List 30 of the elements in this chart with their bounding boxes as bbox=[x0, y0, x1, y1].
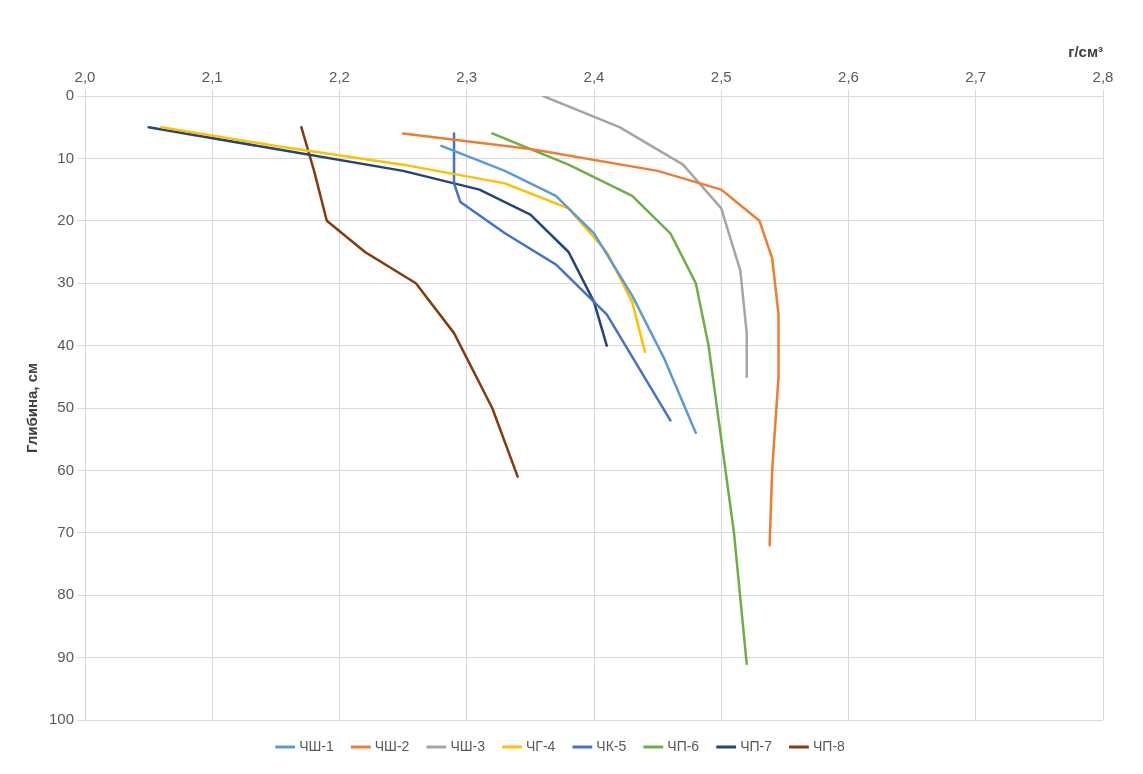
y-tick-label: 40 bbox=[57, 335, 75, 353]
y-tick-label: 70 bbox=[57, 522, 75, 540]
x-tick-label: 2,7 bbox=[965, 68, 987, 86]
y-tick-label: 10 bbox=[57, 148, 75, 166]
x-tick-label: 2,0 bbox=[74, 68, 96, 86]
legend-label: ЧП-6 bbox=[667, 737, 700, 754]
legend-label: ЧП-7 bbox=[740, 737, 773, 754]
legend-label: ЧШ-1 bbox=[299, 737, 334, 754]
x-tick-label: 2,5 bbox=[710, 68, 732, 86]
x-axis-title: г/см³ bbox=[1068, 43, 1103, 61]
y-axis-title: Глибина, см bbox=[23, 362, 41, 454]
y-tick-label: 90 bbox=[57, 647, 75, 665]
y-tick-label: 80 bbox=[57, 585, 75, 603]
x-tick-label: 2,2 bbox=[329, 68, 350, 86]
y-tick-label: 0 bbox=[65, 86, 75, 104]
legend-label: ЧГ-4 bbox=[526, 737, 556, 754]
y-tick-label: 50 bbox=[57, 398, 75, 416]
y-tick-label: 100 bbox=[49, 710, 75, 728]
legend-label: ЧШ-3 bbox=[450, 737, 486, 754]
x-tick-label: 2,6 bbox=[838, 68, 859, 86]
legend-label: ЧШ-2 bbox=[374, 737, 410, 754]
legend-label: ЧП-8 bbox=[812, 737, 846, 754]
legend-label: ЧК-5 bbox=[596, 737, 627, 754]
y-tick-label: 30 bbox=[57, 273, 75, 291]
x-tick-label: 2,3 bbox=[456, 68, 478, 86]
x-tick-label: 2,1 bbox=[201, 68, 223, 86]
y-tick-label: 60 bbox=[57, 460, 75, 478]
x-tick-label: 2,4 bbox=[583, 68, 605, 86]
x-tick-label: 2,8 bbox=[1092, 68, 1114, 86]
y-tick-label: 20 bbox=[57, 210, 75, 228]
